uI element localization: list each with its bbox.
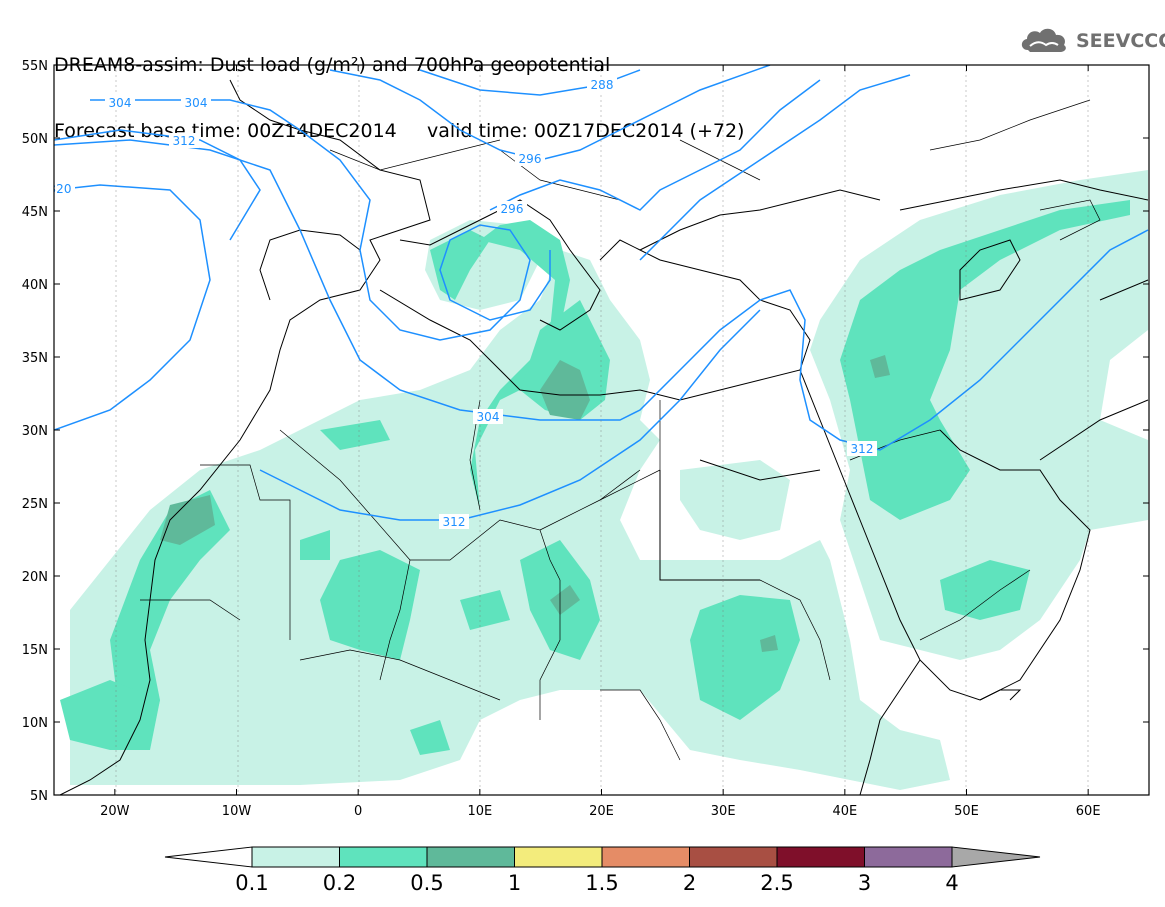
lat-label: 30N xyxy=(22,424,48,439)
country-borders xyxy=(140,99,1101,761)
colorbar-segment xyxy=(601,846,690,868)
lat-label: 55N xyxy=(22,59,48,74)
lon-label: 20E xyxy=(589,804,614,819)
cloud-icon xyxy=(1021,28,1066,52)
contour-label-bg xyxy=(181,95,211,110)
lon-label: 30E xyxy=(711,804,736,819)
contour-label-bg xyxy=(169,133,199,148)
colorbar-segment xyxy=(426,846,515,868)
contour-label-bg xyxy=(473,409,503,424)
longitude-axis: 20W 10W 0 10E 20E 30E 40E 50E 60E xyxy=(100,65,1101,819)
contour-label: 312 xyxy=(443,515,466,529)
colorbar-label: 4 xyxy=(945,871,958,895)
graticule xyxy=(115,65,1089,795)
contour-label-bg xyxy=(439,514,469,529)
contour-label-bg xyxy=(515,151,545,166)
dust-field-high xyxy=(160,355,890,652)
contour-labels: 304 304 312 320 288 296 296 304 312 312 xyxy=(49,77,877,529)
colorbar-label: 0.1 xyxy=(235,871,268,895)
contour-label: 304 xyxy=(109,96,132,110)
colorbar-segment xyxy=(864,846,953,868)
coastlines xyxy=(59,79,1149,795)
colorbar-under-arrow xyxy=(164,846,253,868)
dust-field-medium xyxy=(60,200,1130,755)
lon-label: 20W xyxy=(100,804,130,819)
contour-label: 288 xyxy=(591,78,614,92)
lon-label: 0 xyxy=(354,804,362,819)
title-line-2: Forecast base time: 00Z14DEC2014 valid t… xyxy=(54,120,745,142)
lon-label: 60E xyxy=(1076,804,1101,819)
contour-label: 296 xyxy=(519,152,542,166)
colorbar-label: 1.5 xyxy=(585,871,618,895)
contour-label: 312 xyxy=(173,134,196,148)
colorbar-label: 2 xyxy=(683,871,696,895)
lat-label: 15N xyxy=(22,643,48,658)
lat-label: 20N xyxy=(22,570,48,585)
colorbar-segment xyxy=(776,846,865,868)
contour-label-bg xyxy=(587,77,617,92)
colorbar-label: 0.5 xyxy=(410,871,443,895)
lon-label: 50E xyxy=(954,804,979,819)
lon-label: 40E xyxy=(832,804,857,819)
contour-label: 304 xyxy=(185,96,208,110)
lat-label: 25N xyxy=(22,497,48,512)
latitude-axis: 55N 50N 45N 40N 35N 30N 25N 20N 15N 10N 5N xyxy=(22,59,1149,804)
lon-label: 10E xyxy=(467,804,492,819)
lat-label: 35N xyxy=(22,351,48,366)
colorbar-segment xyxy=(514,846,603,868)
lon-label: 10W xyxy=(222,804,252,819)
logo-text: SEEVCCC xyxy=(1076,30,1165,52)
lat-label: 40N xyxy=(22,278,48,293)
colorbar-segment xyxy=(251,846,340,868)
contour-label: 312 xyxy=(851,442,874,456)
contour-label-bg xyxy=(105,95,135,110)
colorbar-segment xyxy=(689,846,778,868)
colorbar-label: 1 xyxy=(508,871,521,895)
contour-label: 320 xyxy=(49,182,72,196)
colorbar-label: 0.2 xyxy=(323,871,356,895)
seevccc-logo: SEEVCCC xyxy=(1018,24,1165,58)
colorbar-label: 3 xyxy=(858,871,871,895)
contour-label-bg xyxy=(54,181,75,196)
lat-label: 50N xyxy=(22,132,48,147)
lat-label: 5N xyxy=(30,789,48,804)
contour-label: 296 xyxy=(501,202,524,216)
colorbar-over-arrow xyxy=(951,846,1041,868)
map-area: 304 304 312 320 288 296 296 304 312 312 xyxy=(49,65,1149,795)
lat-label: 10N xyxy=(22,716,48,731)
contour-label-bg xyxy=(847,441,877,456)
contour-label: 304 xyxy=(477,410,500,424)
colorbar: 0.1 0.2 0.5 1 1.5 2 2.5 3 4 xyxy=(164,846,1041,895)
colorbar-segment xyxy=(339,846,428,868)
contour-label-bg xyxy=(497,201,527,216)
lat-label: 45N xyxy=(22,205,48,220)
colorbar-label: 2.5 xyxy=(760,871,793,895)
